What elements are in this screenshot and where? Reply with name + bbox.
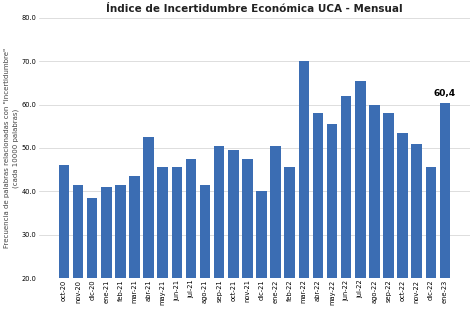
Bar (115, 185, 126, 309)
Text: 60,4: 60,4 (434, 89, 456, 98)
Bar (355, 81, 365, 309)
Bar (440, 103, 450, 309)
Bar (242, 159, 253, 309)
Bar (426, 167, 436, 309)
Bar (270, 146, 281, 309)
Bar (383, 113, 394, 309)
Bar (73, 185, 83, 309)
Bar (284, 167, 295, 309)
Bar (214, 146, 225, 309)
Y-axis label: Frecuencia de palabras relacionadas con "incertidumbre"
(cada 10000 palabras): Frecuencia de palabras relacionadas con … (4, 48, 18, 248)
Bar (200, 185, 210, 309)
Bar (299, 61, 309, 309)
Bar (87, 198, 98, 309)
Bar (157, 167, 168, 309)
Bar (327, 124, 337, 309)
Bar (101, 187, 111, 309)
Bar (59, 165, 69, 309)
Bar (369, 104, 380, 309)
Bar (143, 137, 154, 309)
Bar (172, 167, 182, 309)
Title: Índice de Incertidumbre Económica UCA - Mensual: Índice de Incertidumbre Económica UCA - … (106, 4, 403, 14)
Bar (129, 176, 140, 309)
Bar (397, 133, 408, 309)
Bar (256, 191, 267, 309)
Bar (186, 159, 196, 309)
Bar (411, 144, 422, 309)
Bar (341, 96, 352, 309)
Bar (313, 113, 323, 309)
Bar (228, 150, 238, 309)
